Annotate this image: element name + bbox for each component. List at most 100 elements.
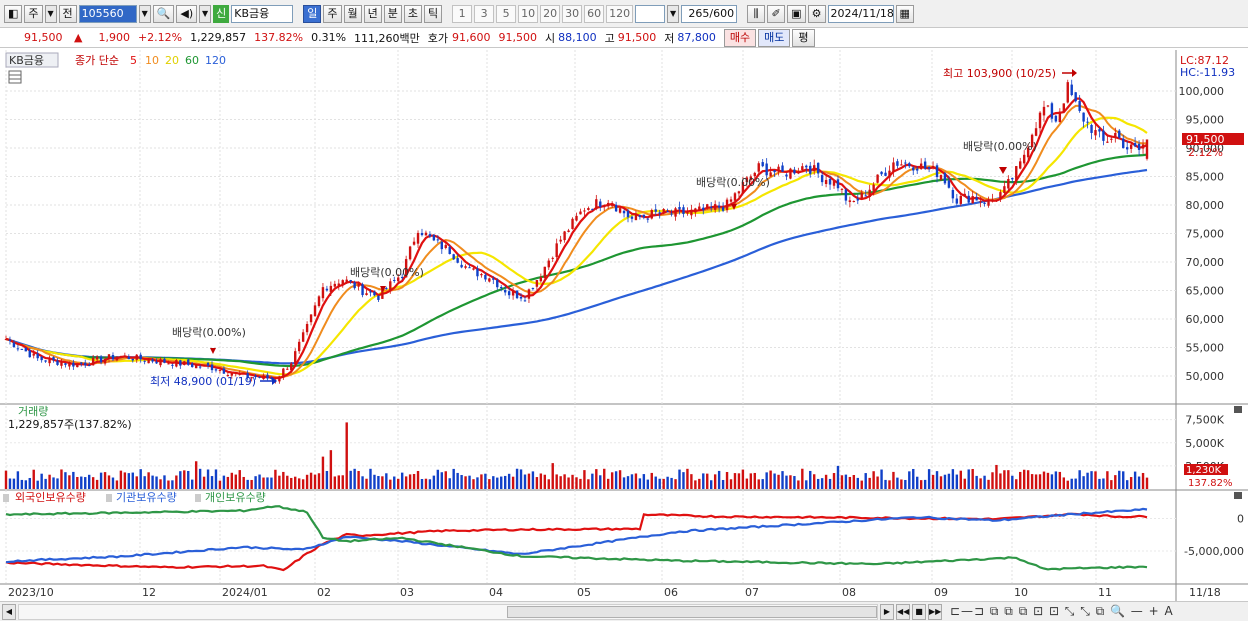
- volume-bar: [234, 474, 237, 489]
- scroll-thumb[interactable]: [507, 605, 877, 618]
- volume-bar: [167, 480, 170, 489]
- calendar-icon[interactable]: ▦: [895, 4, 914, 23]
- candle-body: [563, 231, 566, 241]
- candle-body: [286, 368, 289, 370]
- interval-button-6[interactable]: 60: [584, 4, 605, 23]
- volume-bar: [852, 474, 856, 489]
- legend-institution: 기관보유수량: [116, 491, 177, 504]
- candle-body: [290, 363, 293, 371]
- code-dropdown-icon[interactable]: ▼: [138, 4, 151, 23]
- interval-dropdown-icon[interactable]: ▼: [667, 4, 680, 23]
- sound-icon[interactable]: ◀): [176, 4, 198, 23]
- volume-bar: [377, 476, 380, 489]
- period-main-button[interactable]: 주: [24, 4, 43, 23]
- stop-icon[interactable]: ■: [912, 603, 926, 620]
- chart-svg: 100,000 95,000 90,000 85,000 80,000 75,000 70,…: [0, 50, 1248, 603]
- period-tab-3[interactable]: 년: [363, 4, 382, 23]
- volume-bar: [250, 479, 253, 489]
- period-tab-2[interactable]: 월: [343, 4, 362, 23]
- candle-body: [321, 287, 325, 299]
- volume-bar: [400, 472, 404, 489]
- candle-body: [967, 195, 970, 203]
- jeon-button[interactable]: 전: [58, 4, 77, 23]
- interval-custom-input[interactable]: [635, 4, 666, 23]
- candle-body: [844, 189, 848, 201]
- dividend-marker-2: [380, 286, 386, 292]
- candle-body: [729, 199, 733, 202]
- volume-bar: [270, 477, 273, 489]
- volume-bar: [1030, 474, 1034, 489]
- buy-button[interactable]: 매수: [723, 28, 757, 47]
- volume-bar: [622, 477, 626, 489]
- avg-button[interactable]: 평: [792, 28, 815, 47]
- count-input[interactable]: 265/600: [681, 4, 738, 23]
- legend-ma5: 5: [130, 54, 137, 67]
- search-icon[interactable]: 🔍: [152, 4, 175, 23]
- period-tab-5[interactable]: 초: [403, 4, 422, 23]
- volume-bar: [860, 480, 863, 489]
- chart-area[interactable]: 100,000 95,000 90,000 85,000 80,000 75,000 70,…: [0, 50, 1248, 603]
- candle-body: [864, 195, 867, 197]
- candle-body: [848, 200, 852, 202]
- chart-type-icon[interactable]: ⫼: [747, 4, 766, 23]
- volume-bar: [1003, 470, 1006, 489]
- candle-body: [432, 234, 436, 241]
- scroll-left-icon[interactable]: ◀: [2, 603, 16, 620]
- volume-bar: [967, 469, 970, 489]
- chart-window-icon[interactable]: ◧: [4, 4, 23, 23]
- volume-bar: [725, 471, 729, 489]
- date-input[interactable]: 2024/11/18: [827, 4, 894, 23]
- period-tab-6[interactable]: 틱: [424, 4, 443, 23]
- candle-body: [630, 216, 634, 219]
- interval-button-2[interactable]: 5: [496, 4, 517, 23]
- play-icon[interactable]: ▶: [880, 603, 894, 620]
- y-tick-label: 50,000: [1186, 370, 1225, 383]
- volume-bar: [404, 476, 408, 489]
- fast-forward-icon[interactable]: ▶▶: [928, 603, 942, 620]
- period-tab-0[interactable]: 일: [303, 4, 322, 23]
- legend-ma20: 20: [165, 54, 179, 67]
- volume-bar: [412, 473, 416, 489]
- scroll-track[interactable]: [18, 603, 878, 620]
- volume-bar: [507, 473, 511, 489]
- volume-bar: [575, 477, 578, 489]
- volume-bar: [8, 478, 12, 489]
- interval-button-4[interactable]: 20: [540, 4, 561, 23]
- candle-body: [606, 202, 610, 207]
- gear-icon[interactable]: ⚙: [807, 4, 826, 23]
- interval-button-0[interactable]: 1: [452, 4, 473, 23]
- period-tab-1[interactable]: 주: [323, 4, 342, 23]
- volume-bar: [555, 474, 558, 489]
- interval-button-1[interactable]: 3: [474, 4, 495, 23]
- stock-code-input[interactable]: 105560: [78, 4, 137, 23]
- candle-body: [4, 339, 8, 341]
- volume-bar: [80, 476, 83, 489]
- rewind-icon[interactable]: ◀◀: [896, 603, 910, 620]
- high-arrow-icon: [1072, 69, 1077, 77]
- investor-tick-label: -5,000,000: [1184, 545, 1244, 558]
- period-dropdown-icon[interactable]: ▼: [44, 4, 57, 23]
- candle-body: [456, 258, 459, 263]
- volume-bar: [1118, 470, 1121, 489]
- volume-bar: [1046, 472, 1050, 489]
- period-tab-4[interactable]: 분: [383, 4, 402, 23]
- sound-dropdown-icon[interactable]: ▼: [199, 4, 212, 23]
- candle-body: [1019, 161, 1022, 169]
- zoom-tools-icon[interactable]: ⊏—⊐ ⧉ ⧉ ⧉ ⊡ ⊡ ⤡ ⤡ ⧉ 🔍 — + A: [950, 604, 1174, 618]
- interval-button-7[interactable]: 120: [606, 4, 634, 23]
- candle-body: [1094, 130, 1097, 136]
- candle-body: [654, 209, 657, 212]
- sell-button[interactable]: 매도: [758, 28, 791, 47]
- candle-body: [773, 170, 776, 173]
- draw-tool-icon[interactable]: ✐: [767, 4, 786, 23]
- stock-name-field[interactable]: KB금융: [231, 4, 294, 23]
- interval-button-3[interactable]: 10: [518, 4, 539, 23]
- save-icon[interactable]: ▣: [787, 4, 806, 23]
- x-tick-label: 07: [745, 586, 759, 599]
- candle-body: [84, 362, 87, 366]
- volume-bar: [1019, 471, 1022, 489]
- ask1-value: 91,600: [452, 31, 491, 44]
- volume-bar: [32, 469, 35, 489]
- interval-button-5[interactable]: 30: [562, 4, 583, 23]
- volume-bar: [226, 476, 230, 489]
